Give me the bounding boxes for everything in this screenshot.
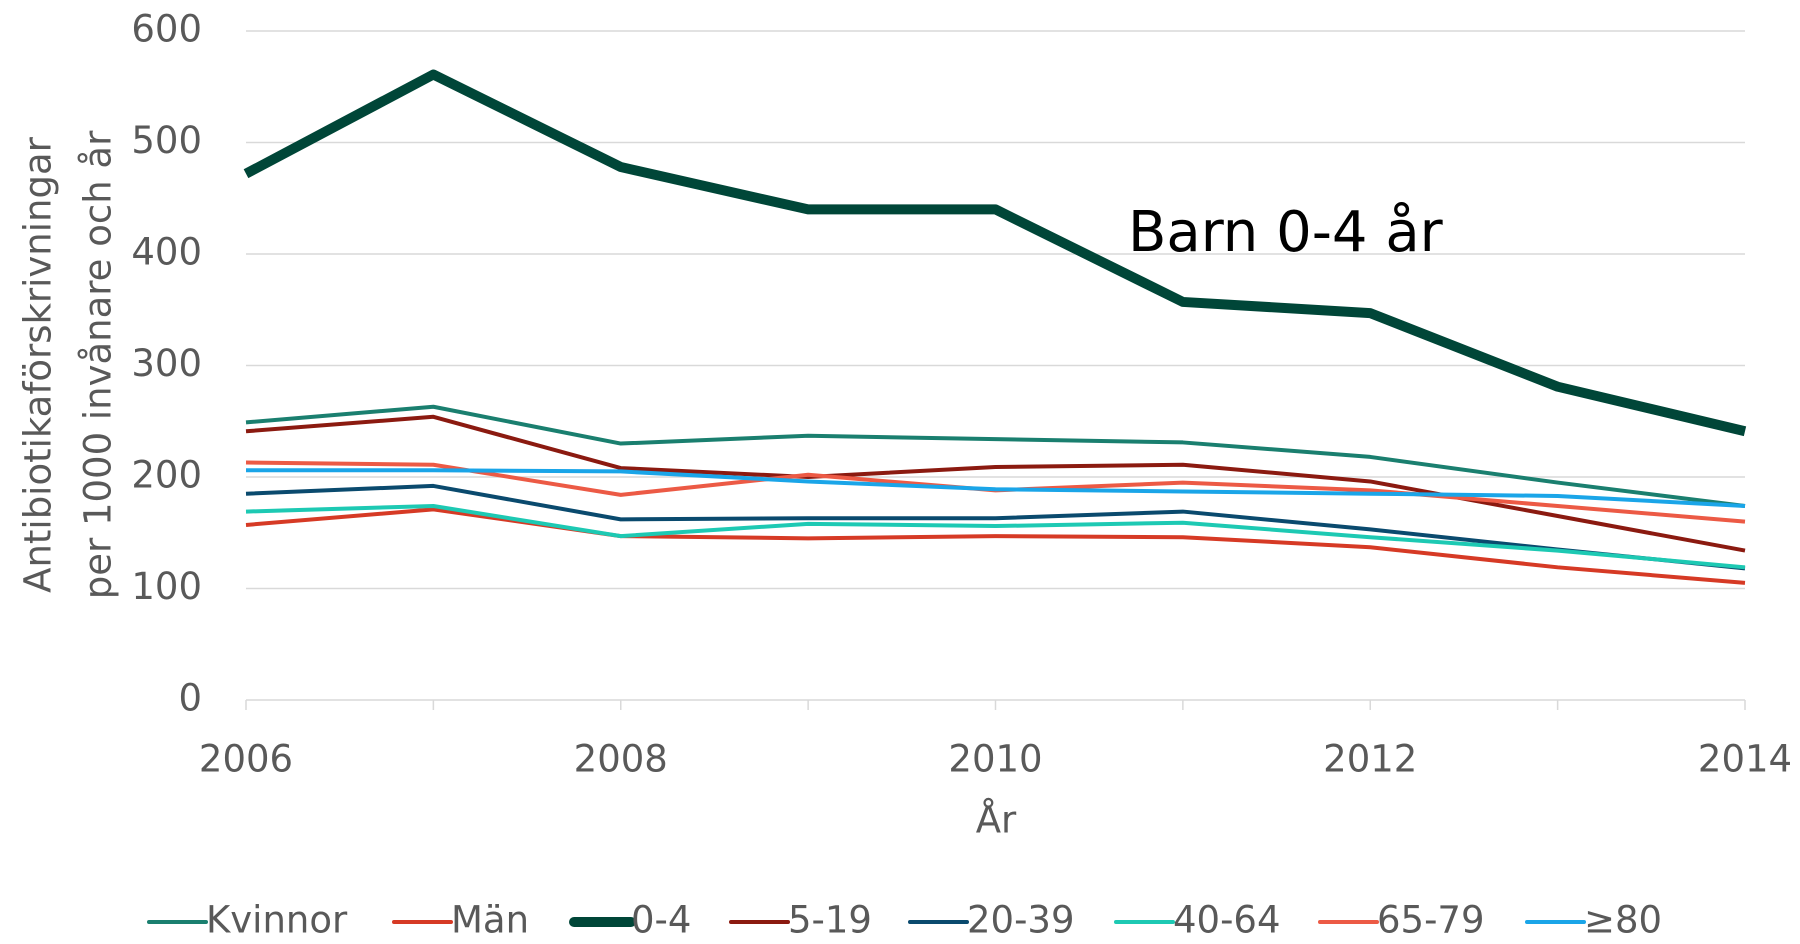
y-tick-label: 400 (131, 231, 202, 274)
series-line (245, 483, 1746, 571)
x-tick-label: 2010 (948, 738, 1042, 781)
legend-label: 40-64 (1173, 899, 1281, 942)
y-tick-label: 500 (131, 119, 202, 162)
y-tick-label: 100 (131, 565, 202, 608)
legend-label: 5-19 (788, 899, 872, 942)
series-line (246, 468, 1746, 508)
x-tick-label: 2006 (199, 738, 293, 781)
x-axis-label: År (976, 798, 1017, 842)
legend-label: 20-39 (967, 899, 1075, 942)
legend-label: 65-79 (1377, 899, 1485, 942)
y-tick-label: 200 (131, 454, 202, 497)
series-line (245, 404, 1746, 508)
legend-label: ≥80 (1584, 899, 1662, 942)
annotation: Barn 0-4 år (1128, 200, 1444, 265)
y-axis-label: per 1000 invånare och år (77, 130, 120, 599)
x-tick-label: 2014 (1698, 738, 1792, 781)
legend-label: 0-4 (631, 899, 691, 942)
y-tick-label: 600 (131, 8, 202, 51)
legend-label: Män (451, 899, 529, 942)
legend-label: Kvinnor (206, 899, 348, 942)
y-axis-label: Antibiotikaförskrivningar (17, 136, 60, 592)
series-line (245, 503, 1746, 570)
series-line (245, 507, 1746, 585)
y-tick-label: 0 (178, 677, 202, 720)
x-tick-label: 2008 (574, 738, 668, 781)
series-line (243, 69, 1747, 437)
series-line (245, 414, 1746, 553)
x-tick-label: 2012 (1323, 738, 1417, 781)
y-tick-label: 300 (131, 342, 202, 385)
